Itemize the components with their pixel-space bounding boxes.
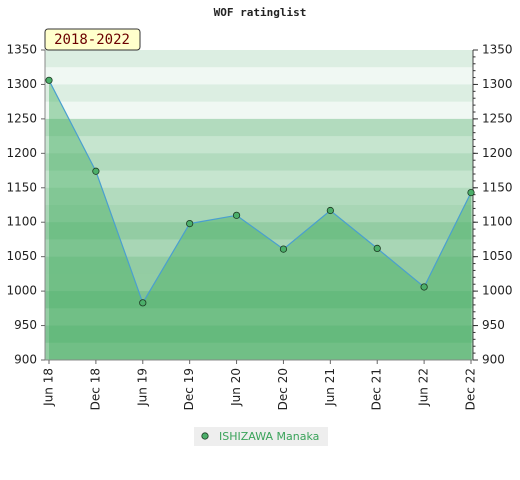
legend-marker	[201, 432, 209, 440]
y2-tick-label: 1300	[482, 77, 513, 91]
background-band	[45, 325, 473, 344]
y2-tick-label: 1250	[482, 111, 513, 125]
area	[49, 80, 471, 361]
line	[48, 80, 472, 305]
background-band	[45, 239, 473, 258]
background-band	[45, 136, 473, 154]
legend-label: ISHIZAWA Manaka	[219, 430, 319, 443]
background-band	[45, 187, 473, 206]
y2-tick-label: 1000	[482, 284, 513, 298]
y2-tick-label: 1150	[482, 180, 513, 194]
point	[232, 211, 241, 219]
y-tick-label: 1150	[6, 180, 37, 194]
y2-tick-label: 1200	[482, 146, 513, 160]
x-tick-label: Jun 18	[42, 368, 56, 407]
point	[373, 244, 381, 252]
background-band	[45, 205, 473, 223]
y2-tick-label: 1100	[482, 215, 513, 229]
y-tick-label: 1300	[6, 77, 37, 91]
background-band	[45, 291, 473, 309]
point	[326, 206, 334, 215]
y-tick-label: 1350	[6, 43, 37, 57]
x-tick-label: Dec 19	[182, 368, 196, 410]
point	[92, 167, 100, 175]
background-band	[45, 170, 473, 189]
y2-tick-label: 950	[482, 318, 505, 332]
legend-box	[194, 427, 328, 446]
y2-tick-label: 1050	[482, 249, 513, 263]
y2-tick-label: 900	[482, 353, 505, 367]
x-tick-label: Jun 19	[135, 368, 149, 407]
background-band	[45, 118, 473, 137]
point	[186, 220, 194, 228]
y-tick-label: 1000	[6, 284, 37, 298]
background-band	[45, 67, 473, 85]
y-tick-label: 1250	[6, 111, 37, 125]
point	[467, 189, 475, 197]
background-band	[45, 101, 473, 120]
background-band	[45, 256, 473, 275]
y-tick-label: 1100	[6, 215, 37, 229]
background-band	[45, 153, 473, 172]
y2-tick-label: 1350	[482, 43, 513, 57]
y-tick-label: 900	[14, 353, 37, 367]
x-tick-label: Dec 18	[88, 368, 102, 410]
x-tick-label: Jun 20	[229, 368, 243, 407]
background-band	[45, 308, 473, 327]
background-band	[45, 50, 473, 68]
annotation-box	[44, 28, 141, 51]
point	[139, 299, 147, 307]
point	[279, 245, 288, 253]
point	[420, 283, 428, 291]
y-tick-label: 1200	[6, 146, 37, 160]
x-tick-label: Dec 20	[276, 368, 290, 410]
y-tick-label: 1050	[6, 249, 37, 263]
y-tick-label: 950	[14, 318, 37, 332]
background-band	[45, 84, 473, 103]
point	[45, 76, 53, 84]
chart-title: WOF ratinglist	[214, 6, 307, 19]
x-tick-label: Dec 22	[464, 368, 478, 410]
annotation: 2018-2022	[54, 32, 130, 48]
background-band	[45, 342, 473, 361]
x-tick-label: Jun 21	[323, 368, 337, 407]
x-tick-label: Dec 21	[370, 368, 384, 410]
x-tick-label: Jun 22	[417, 368, 431, 407]
